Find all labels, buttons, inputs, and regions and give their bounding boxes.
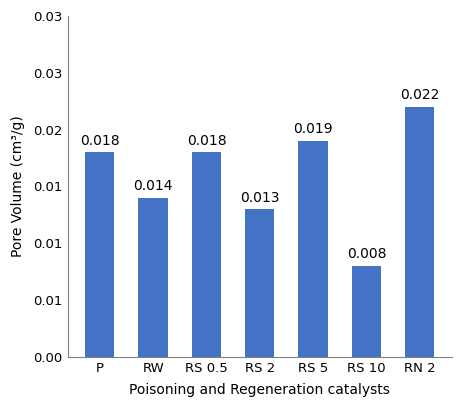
Text: 0.018: 0.018 <box>187 134 226 148</box>
Y-axis label: Pore Volume (cm³/g): Pore Volume (cm³/g) <box>11 115 25 257</box>
Text: 0.008: 0.008 <box>347 247 386 262</box>
Text: 0.018: 0.018 <box>80 134 119 148</box>
Bar <box>405 107 434 357</box>
Bar <box>138 198 168 357</box>
Text: 0.014: 0.014 <box>133 179 173 193</box>
Text: 0.022: 0.022 <box>400 89 439 102</box>
Bar <box>352 266 381 357</box>
Bar <box>192 152 221 357</box>
X-axis label: Poisoning and Regeneration catalysts: Poisoning and Regeneration catalysts <box>129 383 390 397</box>
Bar <box>299 141 328 357</box>
Text: 0.019: 0.019 <box>293 122 333 136</box>
Bar <box>245 209 275 357</box>
Text: 0.013: 0.013 <box>240 191 280 204</box>
Bar <box>85 152 114 357</box>
